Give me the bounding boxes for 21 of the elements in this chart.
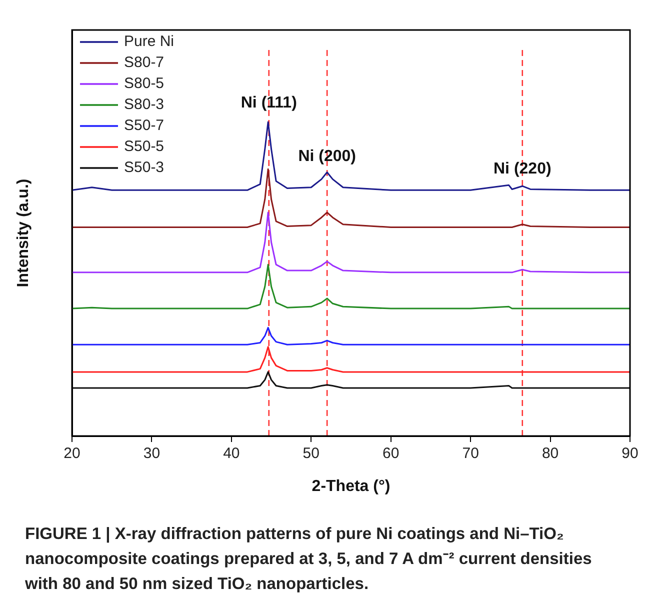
x-tick-label: 50: [302, 445, 320, 462]
legend-label: S50-5: [124, 138, 164, 156]
y-axis-title: Intensity (a.u.): [15, 178, 32, 288]
x-tick-label: 40: [223, 445, 240, 462]
caption: FIGURE 1 | X-ray diffraction patterns of pure Ni coatings and Ni–TiO₂ nanocomposite coatings prepared at 3, 5, and 7 A dm⁻² current densities with 80 and 50 nm sized TiO₂ nanoparticles.: [25, 524, 593, 595]
annotation: Ni (220): [493, 160, 552, 178]
legend-label: S80-5: [124, 75, 164, 92]
legend-label: S50-3: [124, 159, 164, 176]
annotation: Ni (200): [298, 148, 356, 165]
legend-label: S80-7: [124, 54, 164, 72]
legend-label: S80-3: [124, 96, 164, 114]
legend-label: S50-7: [124, 117, 164, 134]
x-tick-label: 70: [462, 445, 479, 462]
x-tick-label: 90: [622, 445, 638, 462]
x-tick-label: 60: [382, 445, 400, 462]
x-tick-label: 20: [64, 445, 80, 462]
annotation: Ni (111): [240, 94, 297, 112]
x-tick-label: 30: [143, 445, 160, 462]
legend-label: Pure Ni: [124, 33, 174, 50]
x-axis-title: 2-Theta (°): [312, 478, 390, 495]
x-tick-label: 80: [542, 445, 559, 462]
